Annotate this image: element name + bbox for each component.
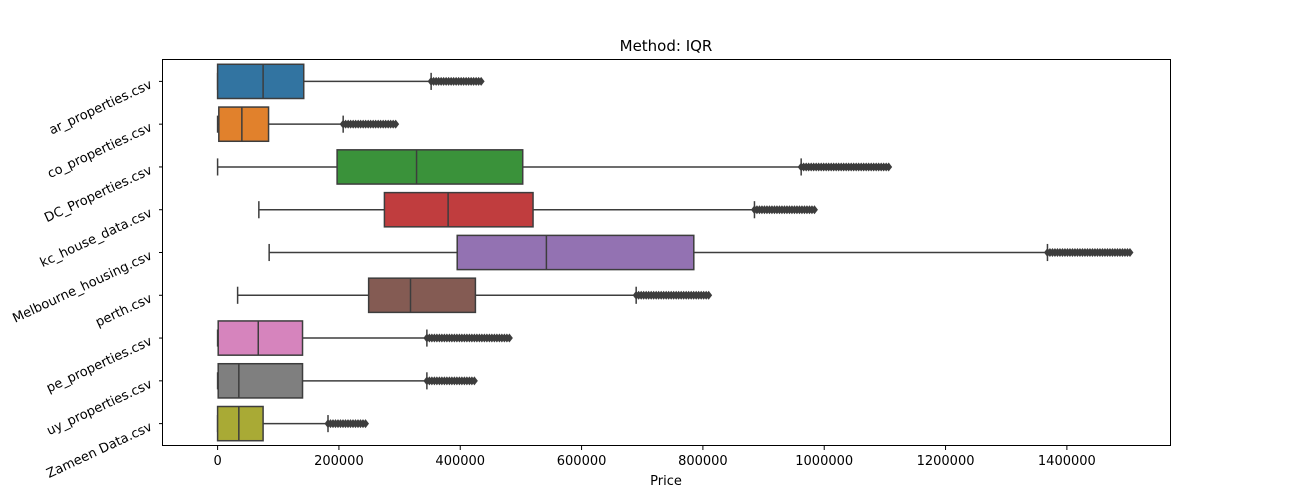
iqr-box [456, 234, 695, 271]
outlier-points [324, 419, 370, 429]
x-tick-label: 400000 [435, 454, 485, 469]
iqr-box [217, 320, 304, 356]
outlier-points [427, 76, 485, 86]
chart-title: Method: IQR [620, 37, 713, 55]
iqr-box [217, 362, 304, 399]
outlier-point [362, 419, 370, 429]
outlier-points [750, 205, 818, 215]
outlier-point [885, 162, 893, 172]
plot-area-frame [162, 59, 1171, 446]
outlier-points [1043, 248, 1134, 257]
outlier-point [470, 376, 478, 386]
x-axis-ticks: 0 200000 400000 600000 800000 1000000 1200000 1… [213, 445, 1096, 469]
x-tick-label: 1000000 [795, 454, 853, 469]
outlier-point [810, 205, 818, 215]
chart-marks [216, 63, 1134, 442]
outlier-point [505, 333, 513, 343]
iqr-box [216, 405, 264, 442]
iqr-box [367, 277, 477, 314]
box-group [216, 405, 370, 442]
x-tick-label: 0 [213, 454, 221, 469]
box-group [216, 320, 513, 356]
x-tick-label: 200000 [314, 454, 364, 469]
box-group [258, 191, 818, 228]
outlier-point [1126, 248, 1134, 257]
x-tick-label: 1400000 [1038, 454, 1096, 469]
outlier-points [339, 119, 400, 129]
outlier-points [423, 333, 513, 343]
box-group [216, 362, 478, 399]
iqr-box [218, 106, 270, 143]
x-tick-label: 800000 [678, 454, 728, 469]
outlier-point [477, 76, 485, 86]
outlier-point [392, 119, 400, 129]
outlier-points [423, 376, 478, 386]
box-group [216, 63, 485, 100]
x-axis-label: Price [650, 474, 682, 489]
iqr-box [216, 63, 305, 100]
box-group [236, 277, 713, 314]
x-tick-label: 600000 [557, 454, 607, 469]
outlier-point [705, 290, 713, 300]
outlier-points [632, 290, 713, 300]
iqr-box [336, 149, 524, 185]
outlier-points [797, 162, 893, 172]
box-group [216, 106, 400, 143]
box-group [216, 149, 893, 185]
iqr-box [383, 191, 534, 228]
x-tick-label: 1200000 [917, 454, 975, 469]
box-group [268, 234, 1134, 271]
